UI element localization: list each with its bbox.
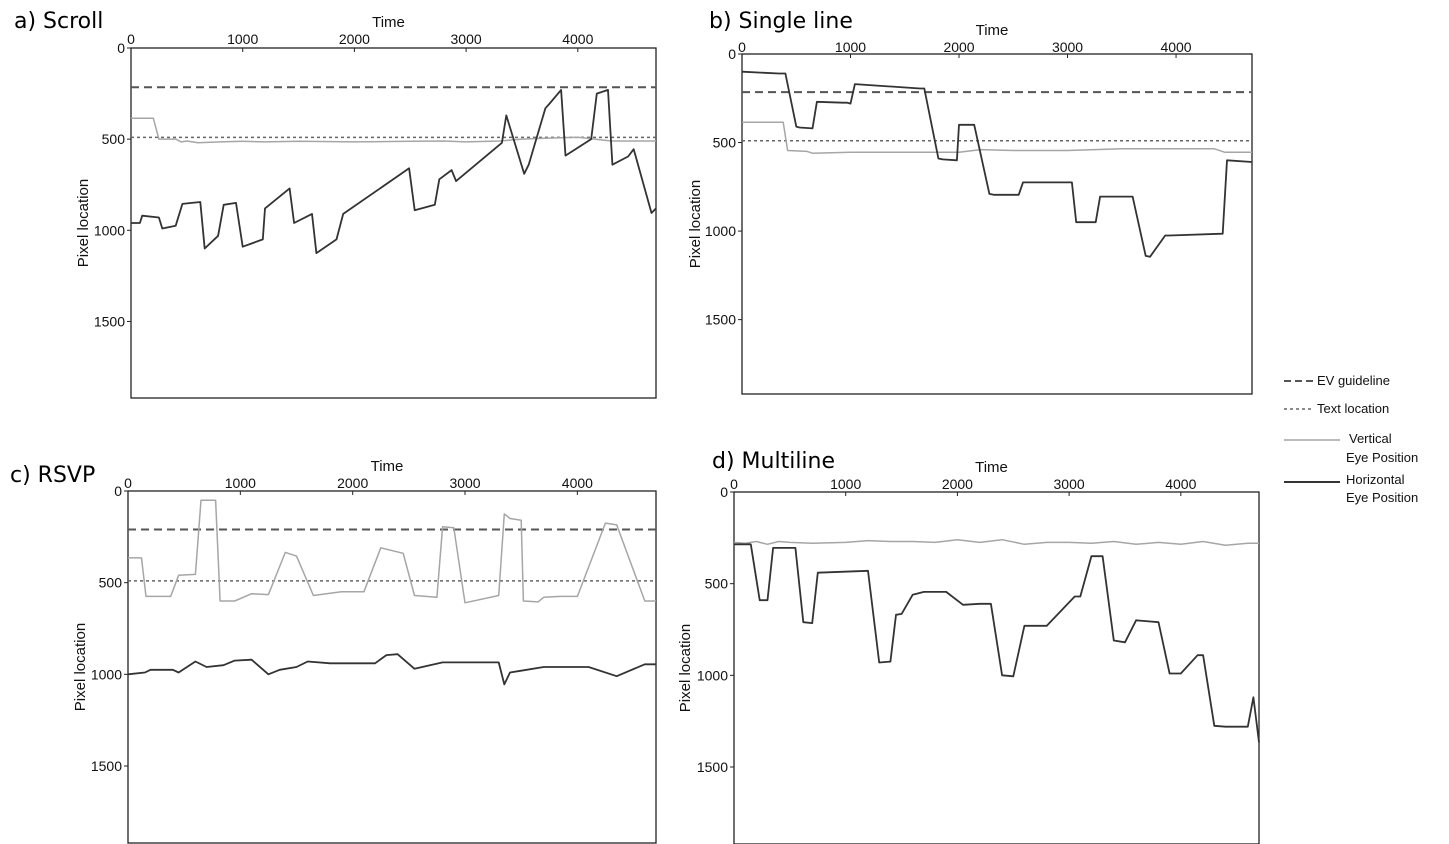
x-axis-title-c: Time [371,458,404,475]
x-axis-title-b: Time [976,22,1009,39]
x-axis-title-d: Time [975,459,1008,476]
panel-b-title: b) Single line [709,9,853,34]
y-tick-label-a: 500 [102,131,126,147]
y-tick-label-a: 1000 [94,222,125,238]
x-tick-label-a: 2000 [339,31,370,47]
x-tick-label-a: 4000 [562,31,593,47]
x-tick-label-d: 1000 [830,476,861,492]
y-tick-label-c: 0 [114,483,122,499]
x-tick-label-a: 0 [127,31,135,47]
y-axis-title-b: Pixel location [687,180,704,268]
y-tick-label-d: 0 [720,484,728,500]
y-tick-label-d: 500 [705,576,729,592]
legend-vertical-label-line1: Vertical [1349,431,1392,446]
x-tick-label-d: 3000 [1054,476,1085,492]
legend-vertical-label-line2: Eye Position [1346,450,1418,465]
panel-b-chart: 0 1000 2000 3000 4000 Time 0 500 1000 1500 Pixel l… [687,22,1253,395]
y-tick-label-d: 1000 [697,667,728,683]
horizontal-eye-position-line-d [734,543,1260,743]
y-tick-label-b: 1500 [705,312,736,328]
horizontal-eye-position-line-b [741,70,1253,258]
y-axis-title-c: Pixel location [72,623,89,711]
panel-c-chart: 0 1000 2000 3000 4000 Time 0 500 1000 1500 Pixel l… [72,458,657,844]
plot-frame-b [741,53,1253,395]
plot-frame-d [733,491,1260,844]
y-tick-label-c: 1500 [91,758,122,774]
y-tick-label-b: 0 [728,46,736,62]
y-tick-label-a: 1500 [94,313,125,329]
legend: EV guideline Text location Vertical Eye … [1284,373,1418,505]
x-tick-label-d: 4000 [1165,476,1196,492]
vertical-eye-position-line-c [128,499,656,604]
y-tick-label-c: 500 [99,575,123,591]
panel-c-title: c) RSVP [10,463,95,488]
y-tick-label-b: 500 [713,135,737,151]
y-axis-title-d: Pixel location [677,624,694,712]
plot-frame-c [127,490,657,844]
y-tick-label-c: 1000 [91,666,122,682]
y-tick-label-d: 1500 [697,759,728,775]
x-tick-label-b: 4000 [1160,39,1191,55]
panel-d-chart: 0 1000 2000 3000 4000 Time 0 500 1000 1500 Pixel l… [677,459,1260,844]
plot-frame-a [130,47,657,399]
x-tick-label-b: 1000 [835,39,866,55]
y-tick-label-b: 1000 [705,223,736,239]
y-tick-label-a: 0 [117,40,125,56]
x-tick-label-b: 0 [738,39,746,55]
x-tick-label-b: 2000 [943,39,974,55]
x-tick-label-c: 0 [124,475,132,491]
vertical-eye-position-line-d [733,538,1259,546]
legend-horizontal-label-line2: Eye Position [1346,490,1418,505]
vertical-eye-position-line-a [131,117,656,144]
x-tick-label-b: 3000 [1052,39,1083,55]
x-axis-title-a: Time [372,14,405,31]
legend-text-location-label: Text location [1317,401,1389,416]
x-tick-label-c: 3000 [449,475,480,491]
x-tick-label-d: 2000 [942,476,973,492]
panel-d-title: d) Multiline [712,449,835,474]
x-tick-label-a: 1000 [227,31,258,47]
x-tick-label-c: 2000 [337,475,368,491]
x-tick-label-d: 0 [730,476,738,492]
x-tick-label-c: 1000 [225,475,256,491]
horizontal-eye-position-line-a [131,89,657,255]
legend-horizontal-label-line1: Horizontal [1346,472,1405,487]
x-tick-label-c: 4000 [562,475,593,491]
panel-a-chart: 0 1000 2000 3000 4000 Time 0 500 1000 1500 Pixel l… [75,14,657,399]
x-tick-label-a: 3000 [451,31,482,47]
legend-ev-guideline-label: EV guideline [1317,373,1390,388]
panel-a-title: a) Scroll [14,9,103,34]
vertical-eye-position-line-b [742,121,1252,154]
y-axis-title-a: Pixel location [75,179,92,267]
horizontal-eye-position-line-c [127,653,656,686]
